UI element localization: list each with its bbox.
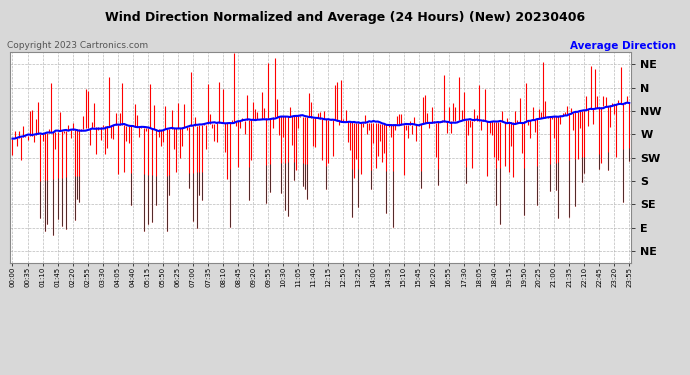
Text: Copyright 2023 Cartronics.com: Copyright 2023 Cartronics.com xyxy=(7,41,148,50)
Text: Wind Direction Normalized and Average (24 Hours) (New) 20230406: Wind Direction Normalized and Average (2… xyxy=(105,11,585,24)
Text: Average Direction: Average Direction xyxy=(570,41,676,51)
